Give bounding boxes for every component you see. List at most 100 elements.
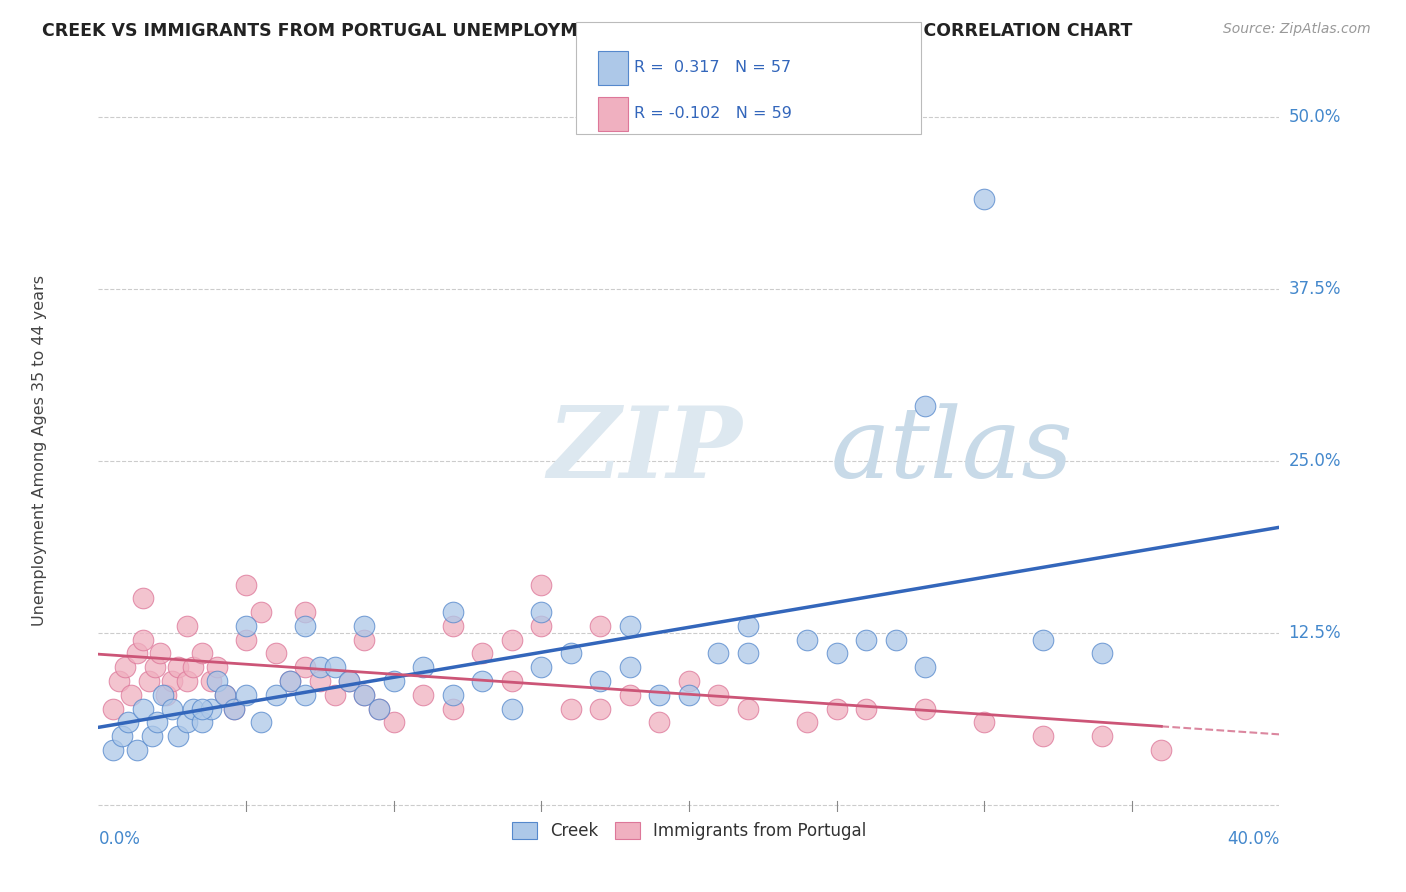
Point [149, 647, 172, 661]
Point [589, 701, 612, 715]
Point [368, 701, 391, 715]
Point [501, 673, 523, 688]
Point [412, 660, 434, 674]
Point [382, 715, 405, 730]
Point [796, 715, 818, 730]
Point [125, 647, 148, 661]
Point [530, 577, 553, 591]
Point [146, 715, 169, 730]
Point [339, 673, 361, 688]
Point [280, 673, 302, 688]
Point [176, 715, 198, 730]
Point [214, 688, 236, 702]
Point [530, 619, 553, 633]
Point [235, 632, 257, 647]
Point [1032, 729, 1054, 743]
Point [1150, 743, 1173, 757]
Point [501, 701, 523, 715]
Point [176, 619, 198, 633]
Point [825, 647, 848, 661]
Point [250, 605, 273, 619]
Text: ZIP: ZIP [547, 402, 742, 499]
Point [309, 660, 332, 674]
Point [103, 743, 125, 757]
Point [737, 619, 759, 633]
Point [382, 673, 405, 688]
Point [235, 688, 257, 702]
Point [214, 688, 236, 702]
Point [309, 673, 332, 688]
Point [619, 660, 641, 674]
Point [707, 647, 730, 661]
Point [796, 632, 818, 647]
Point [108, 673, 131, 688]
Text: 0.0%: 0.0% [98, 830, 141, 847]
Point [678, 688, 700, 702]
Point [339, 673, 361, 688]
Point [441, 605, 464, 619]
Point [1032, 632, 1054, 647]
Point [294, 619, 316, 633]
Point [648, 688, 671, 702]
Point [167, 729, 190, 743]
Point [471, 647, 494, 661]
Point [120, 688, 142, 702]
Point [132, 701, 155, 715]
Point [560, 701, 582, 715]
Text: 12.5%: 12.5% [1288, 624, 1341, 642]
Point [973, 715, 995, 730]
Text: atlas: atlas [831, 403, 1073, 498]
Point [132, 632, 155, 647]
Point [162, 673, 183, 688]
Point [737, 647, 759, 661]
Point [205, 673, 228, 688]
Point [619, 619, 641, 633]
Text: R =  0.317   N = 57: R = 0.317 N = 57 [634, 61, 792, 75]
Point [353, 688, 375, 702]
Point [155, 688, 177, 702]
Point [138, 673, 160, 688]
Point [250, 715, 273, 730]
Point [353, 688, 375, 702]
Point [619, 688, 641, 702]
Point [648, 715, 671, 730]
Point [678, 673, 700, 688]
Point [323, 660, 346, 674]
Point [294, 605, 316, 619]
Legend: Creek, Immigrants from Portugal: Creek, Immigrants from Portugal [505, 815, 873, 847]
Point [973, 192, 995, 206]
Point [884, 632, 907, 647]
Point [176, 673, 198, 688]
Point [152, 688, 174, 702]
Point [235, 619, 257, 633]
Point [530, 605, 553, 619]
Point [125, 743, 148, 757]
Point [167, 660, 190, 674]
Point [855, 632, 877, 647]
Point [141, 729, 163, 743]
Point [471, 673, 494, 688]
Text: R = -0.102   N = 59: R = -0.102 N = 59 [634, 106, 792, 121]
Point [914, 399, 936, 413]
Point [224, 701, 246, 715]
Point [589, 619, 612, 633]
Point [264, 647, 287, 661]
Point [200, 673, 222, 688]
Point [103, 701, 125, 715]
Text: Source: ZipAtlas.com: Source: ZipAtlas.com [1223, 22, 1371, 37]
Text: Unemployment Among Ages 35 to 44 years: Unemployment Among Ages 35 to 44 years [32, 275, 46, 626]
Point [191, 701, 214, 715]
Point [368, 701, 391, 715]
Text: CREEK VS IMMIGRANTS FROM PORTUGAL UNEMPLOYMENT AMONG AGES 35 TO 44 YEARS CORRELA: CREEK VS IMMIGRANTS FROM PORTUGAL UNEMPL… [42, 22, 1133, 40]
Point [737, 701, 759, 715]
Point [707, 688, 730, 702]
Point [224, 701, 246, 715]
Point [181, 660, 204, 674]
Point [441, 688, 464, 702]
Text: 40.0%: 40.0% [1227, 830, 1279, 847]
Point [353, 632, 375, 647]
Point [501, 632, 523, 647]
Point [412, 688, 434, 702]
Point [191, 715, 214, 730]
Point [205, 660, 228, 674]
